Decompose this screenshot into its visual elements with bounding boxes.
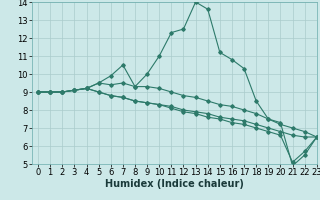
X-axis label: Humidex (Indice chaleur): Humidex (Indice chaleur): [105, 179, 244, 189]
